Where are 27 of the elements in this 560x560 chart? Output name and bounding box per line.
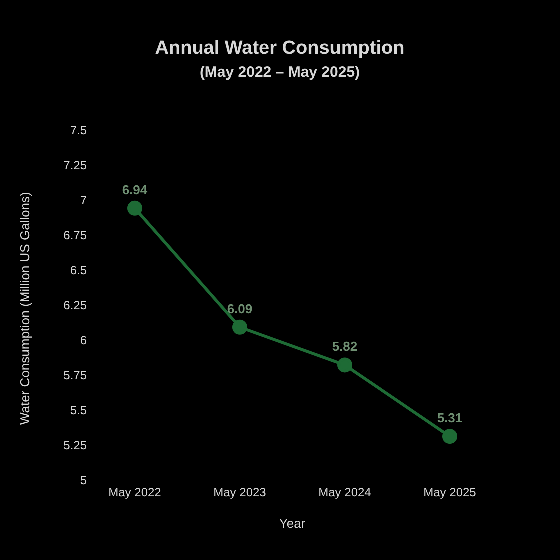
data-label: 5.82: [332, 339, 358, 354]
y-tick-label: 7.25: [64, 158, 88, 172]
y-tick-label: 6.25: [64, 298, 88, 312]
x-axis-title: Year: [279, 516, 306, 531]
point: [338, 358, 352, 373]
x-tick-label: May 2025: [424, 486, 477, 500]
y-tick-label: 5: [80, 473, 88, 488]
y-tick-label: 6.5: [70, 263, 88, 278]
y-tick-label: 5.5: [70, 403, 88, 418]
x-tick-label: May 2024: [318, 486, 372, 500]
data-label: 5.31: [437, 410, 463, 426]
chart-title: Annual Water Consumption: [154, 38, 406, 60]
point: [442, 429, 458, 444]
x-tick-label: May 2022: [108, 486, 162, 500]
y-tick-label: 6.75: [64, 228, 88, 242]
y-tick-label: 6: [80, 333, 88, 348]
data-label: 6.09: [227, 301, 253, 316]
y-tick-label: 7: [80, 193, 88, 208]
chart-subtitle: (May 2022 – May 2025): [198, 64, 362, 81]
data-label: 6.94: [122, 182, 148, 198]
y-tick-label: 5.75: [64, 368, 88, 382]
point: [232, 320, 248, 335]
y-tick-label: 5.25: [64, 438, 88, 452]
x-tick-label: May 2023: [214, 486, 267, 500]
point: [128, 200, 142, 216]
y-axis-title: Water Consumption (Million US Gallons): [18, 192, 33, 425]
y-tick-label: 7.5: [70, 123, 88, 138]
